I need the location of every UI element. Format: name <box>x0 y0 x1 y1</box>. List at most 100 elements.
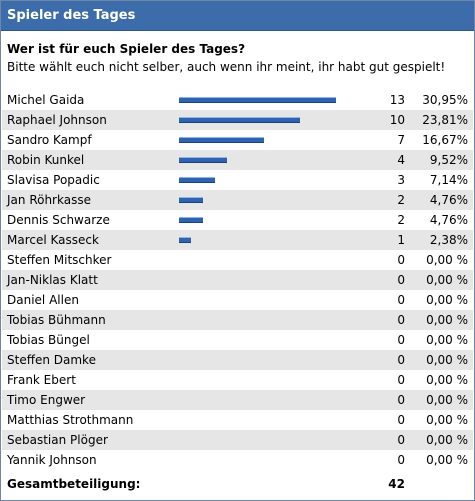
option-vote-count: 0 <box>397 353 405 367</box>
option-bar-track <box>179 217 339 223</box>
option-vote-count: 0 <box>397 293 405 307</box>
poll-option-row: Daniel Allen 0 0,00 % <box>2 290 473 310</box>
option-vote-percent: 4,76% <box>429 193 468 207</box>
option-name: Matthias Strothmann <box>7 413 134 427</box>
option-bar <box>179 217 203 223</box>
poll-question: Wer ist für euch Spieler des Tages? <box>7 42 246 56</box>
total-count: 42 <box>388 477 405 491</box>
poll-intro: Wer ist für euch Spieler des Tages? Bitt… <box>1 31 474 76</box>
option-bar-track <box>179 97 339 103</box>
option-bar-track <box>179 137 339 143</box>
option-name: Slavisa Popadic <box>7 173 100 187</box>
poll-option-row: Slavisa Popadic 3 7,14% <box>2 170 473 190</box>
poll-option-row: Raphael Johnson 10 23,81% <box>2 110 473 130</box>
option-vote-count: 0 <box>397 313 405 327</box>
option-name: Raphael Johnson <box>7 113 107 127</box>
option-vote-percent: 2,38% <box>429 233 468 247</box>
option-bar <box>179 117 300 123</box>
option-vote-percent: 9,52% <box>429 153 468 167</box>
option-vote-count: 3 <box>397 173 405 187</box>
option-name: Tobias Bühmann <box>7 313 106 327</box>
poll-option-row: Tobias Bühmann 0 0,00 % <box>2 310 473 330</box>
option-name: Steffen Damke <box>7 353 96 367</box>
option-vote-count: 0 <box>397 373 405 387</box>
option-vote-count: 4 <box>397 153 405 167</box>
poll-option-row: Dennis Schwarze 2 4,76% <box>2 210 473 230</box>
option-vote-count: 2 <box>397 193 405 207</box>
option-vote-percent: 0,00 % <box>426 353 468 367</box>
option-vote-count: 1 <box>397 233 405 247</box>
option-bar-track <box>179 157 339 163</box>
option-bar <box>179 137 264 143</box>
option-bar-track <box>179 117 339 123</box>
option-vote-percent: 16,67% <box>422 133 468 147</box>
option-bar-track <box>179 177 339 183</box>
option-vote-count: 2 <box>397 213 405 227</box>
option-vote-percent: 0,00 % <box>426 293 468 307</box>
option-name: Frank Ebert <box>7 373 76 387</box>
option-vote-percent: 0,00 % <box>426 453 468 467</box>
poll-subtitle: Bitte wählt euch nicht selber, auch wenn… <box>7 60 446 74</box>
option-name: Michel Gaida <box>7 93 85 107</box>
option-name: Tobias Büngel <box>7 333 90 347</box>
option-vote-percent: 0,00 % <box>426 273 468 287</box>
option-bar <box>179 157 227 163</box>
option-vote-count: 0 <box>397 253 405 267</box>
option-name: Robin Kunkel <box>7 153 85 167</box>
option-bar <box>179 177 215 183</box>
option-bar <box>179 197 203 203</box>
poll-option-row: Marcel Kasseck 1 2,38% <box>2 230 473 250</box>
option-bar <box>179 97 336 103</box>
option-vote-count: 0 <box>397 393 405 407</box>
option-name: Jan-Niklas Klatt <box>7 273 98 287</box>
poll-option-row: Yannik Johnson 0 0,00 % <box>2 450 473 470</box>
poll-option-row: Matthias Strothmann 0 0,00 % <box>2 410 473 430</box>
option-vote-count: 0 <box>397 273 405 287</box>
poll-option-row: Sandro Kampf 7 16,67% <box>2 130 473 150</box>
option-vote-percent: 23,81% <box>422 113 468 127</box>
option-vote-percent: 0,00 % <box>426 413 468 427</box>
poll-option-row: Jan-Niklas Klatt 0 0,00 % <box>2 270 473 290</box>
option-vote-count: 10 <box>389 113 405 127</box>
poll-results-list: Michel Gaida 13 30,95% Raphael Johnson 10 23,… <box>2 90 473 470</box>
option-vote-count: 7 <box>397 133 405 147</box>
option-vote-percent: 7,14% <box>429 173 468 187</box>
poll-option-row: Sebastian Plöger 0 0,00 % <box>2 430 473 450</box>
poll-option-row: Michel Gaida 13 30,95% <box>2 90 473 110</box>
option-bar <box>179 237 191 243</box>
poll-option-row: Robin Kunkel 4 9,52% <box>2 150 473 170</box>
option-bar-track <box>179 197 339 203</box>
option-name: Dennis Schwarze <box>7 213 110 227</box>
option-vote-count: 0 <box>397 453 405 467</box>
poll-option-row: Frank Ebert 0 0,00 % <box>2 370 473 390</box>
poll-option-row: Steffen Damke 0 0,00 % <box>2 350 473 370</box>
option-name: Jan Röhrkasse <box>7 193 91 207</box>
option-vote-percent: 0,00 % <box>426 393 468 407</box>
poll-option-row: Timo Engwer 0 0,00 % <box>2 390 473 410</box>
option-name: Sandro Kampf <box>7 133 92 147</box>
option-name: Daniel Allen <box>7 293 79 307</box>
option-vote-count: 0 <box>397 333 405 347</box>
option-vote-count: 0 <box>397 433 405 447</box>
option-name: Timo Engwer <box>7 393 86 407</box>
total-label: Gesamtbeteiligung: <box>7 477 141 491</box>
option-name: Marcel Kasseck <box>7 233 99 247</box>
option-vote-percent: 0,00 % <box>426 313 468 327</box>
option-vote-percent: 0,00 % <box>426 433 468 447</box>
option-vote-percent: 0,00 % <box>426 373 468 387</box>
option-vote-percent: 0,00 % <box>426 333 468 347</box>
option-name: Yannik Johnson <box>7 453 97 467</box>
poll-total-row: Gesamtbeteiligung: 42 <box>2 472 473 496</box>
option-vote-percent: 4,76% <box>429 213 468 227</box>
poll-option-row: Steffen Mitschker 0 0,00 % <box>2 250 473 270</box>
option-vote-percent: 30,95% <box>422 93 468 107</box>
option-vote-count: 0 <box>397 413 405 427</box>
option-name: Sebastian Plöger <box>7 433 108 447</box>
option-bar-track <box>179 237 339 243</box>
poll-option-row: Jan Röhrkasse 2 4,76% <box>2 190 473 210</box>
poll-option-row: Tobias Büngel 0 0,00 % <box>2 330 473 350</box>
poll-title: Spieler des Tages <box>1 1 474 31</box>
option-vote-percent: 0,00 % <box>426 253 468 267</box>
option-vote-count: 13 <box>389 93 405 107</box>
